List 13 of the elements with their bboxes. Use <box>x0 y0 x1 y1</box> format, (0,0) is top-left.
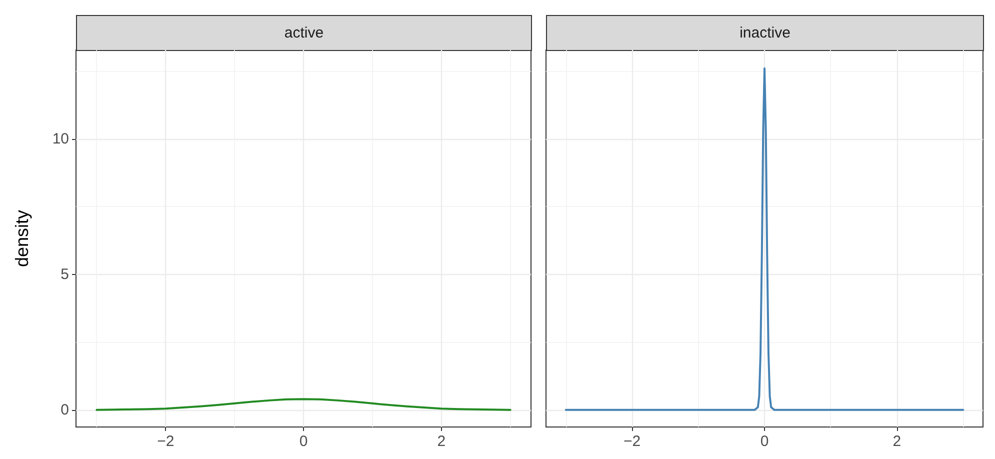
x-tick-label: 2 <box>437 433 446 450</box>
x-tick-label: 0 <box>299 433 308 450</box>
y-axis-title: density <box>12 210 32 268</box>
x-tick-label: −2 <box>624 433 641 450</box>
chart-title: active <box>284 24 324 42</box>
line-series <box>96 398 512 411</box>
x-tick-label: 0 <box>760 433 769 450</box>
y-tick-label: 10 <box>52 130 69 148</box>
x-tick-label: 2 <box>892 433 902 450</box>
chart-title: inactive <box>740 24 790 42</box>
y-tick-label: 5 <box>60 266 69 283</box>
x-tick-label: −2 <box>157 433 174 450</box>
y-tick-label: 0 <box>60 401 69 418</box>
